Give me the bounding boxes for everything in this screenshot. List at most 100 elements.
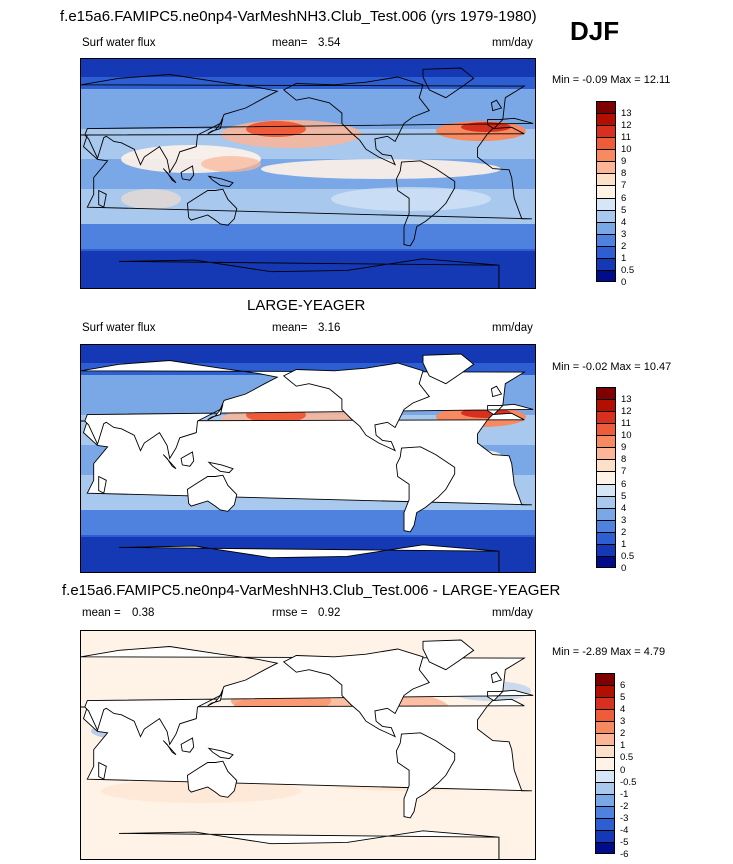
- colorbar-tick-label: 5: [621, 490, 627, 502]
- colorbar-swatch: [596, 423, 616, 436]
- colorbar-swatch: [596, 113, 616, 126]
- colorbar-tick-label: 13: [621, 108, 632, 120]
- coastline: [207, 118, 224, 135]
- coastline: [207, 747, 234, 760]
- colorbar-swatch: [596, 399, 616, 412]
- colorbar-swatch: [595, 829, 615, 842]
- colorbar-tick-label: 13: [621, 394, 632, 406]
- colorbar-swatch: [596, 161, 616, 174]
- colorbar-tick-label: -1: [620, 788, 629, 800]
- coastline: [207, 461, 234, 474]
- coastline: [282, 76, 431, 166]
- panel1-colorbar: 13 12 11 10 9 8 7 6 5 4 3 2 1 0.5 0: [596, 101, 656, 287]
- panel1-mean-value: 3.54: [318, 37, 341, 49]
- colorbar-tick-label: 7: [621, 180, 627, 192]
- colorbar-tick-label: 3: [621, 514, 627, 526]
- colorbar-swatch: [596, 269, 616, 282]
- colorbar-swatch: [596, 209, 616, 222]
- colorbar-tick-label: 10: [621, 430, 632, 442]
- colorbar-swatch: [596, 149, 616, 162]
- colorbar-tick-label: 2: [621, 526, 627, 538]
- panel1-units: mm/day: [492, 37, 533, 49]
- coastline: [186, 474, 238, 512]
- panel3-rmse-label: rmse =: [272, 607, 308, 619]
- panel2-colorbar: 13 12 11 10 9 8 7 6 5 4 3 2 1 0.5 0: [596, 387, 656, 573]
- colorbar-swatch: [596, 125, 616, 138]
- colorbar-swatch: [596, 233, 616, 246]
- panel2-mean-label: mean=: [272, 322, 308, 334]
- colorbar-tick-label: 1: [621, 538, 627, 550]
- colorbar-tick-label: 11: [621, 418, 631, 430]
- coastline: [186, 188, 238, 226]
- panel3-title: f.e15a6.FAMIPC5.ne0np4-VarMeshNH3.Club_T…: [62, 582, 561, 599]
- colorbar-tick-label: 4: [621, 502, 627, 514]
- coastline: [180, 737, 195, 753]
- coastline: [422, 639, 475, 671]
- panel3-units: mm/day: [492, 607, 533, 619]
- coastline: [395, 732, 456, 819]
- colorbar-swatch: [595, 841, 615, 854]
- colorbar-tick-label: -0.5: [620, 776, 637, 788]
- coastline: [81, 74, 534, 174]
- coastline: [186, 760, 238, 798]
- coastline: [118, 830, 500, 859]
- colorbar-tick-label: 12: [621, 120, 632, 132]
- panel2-units: mm/day: [492, 322, 533, 334]
- colorbar-swatch: [596, 531, 616, 544]
- colorbar-tick-label: 1: [620, 740, 626, 752]
- colorbar-tick-label: -4: [620, 824, 629, 836]
- coastline: [490, 671, 503, 684]
- colorbar-swatch: [596, 257, 616, 270]
- colorbar-swatch: [596, 101, 616, 114]
- colorbar-tick-label: -2: [620, 800, 629, 812]
- colorbar-swatch: [596, 221, 616, 234]
- colorbar-tick-label: 0: [621, 276, 627, 288]
- colorbar-tick-label: 0.5: [621, 264, 635, 276]
- coastline: [207, 690, 224, 707]
- panel3-mean-label: mean =: [82, 607, 121, 619]
- colorbar-swatch: [596, 543, 616, 556]
- page-title: f.e15a6.FAMIPC5.ne0np4-VarMeshNH3.Club_T…: [60, 8, 537, 25]
- colorbar-swatch: [595, 733, 615, 746]
- colorbar-tick-label: 2: [620, 728, 626, 740]
- coastline: [422, 353, 475, 385]
- coastline: [207, 175, 234, 188]
- panel2-map: [80, 344, 536, 573]
- colorbar-swatch: [596, 483, 616, 496]
- colorbar-tick-label: -3: [620, 812, 629, 824]
- colorbar-swatch: [595, 793, 615, 806]
- coastline: [180, 451, 195, 467]
- season-label: DJF: [570, 16, 620, 46]
- coastline: [395, 446, 456, 533]
- colorbar-tick-label: 4: [620, 704, 626, 716]
- colorbar-swatch: [595, 805, 615, 818]
- colorbar-swatch: [595, 817, 615, 830]
- colorbar-swatch: [596, 137, 616, 150]
- coastline: [422, 67, 475, 99]
- panel2-minmax: Min = -0.02 Max = 10.47: [552, 361, 672, 373]
- map-field: [81, 345, 535, 572]
- colorbar-swatch: [596, 387, 616, 400]
- colorbar-tick-label: 10: [621, 144, 632, 156]
- coastline: [207, 404, 224, 421]
- colorbar-tick-label: 6: [621, 478, 627, 490]
- colorbar-swatch: [595, 685, 615, 698]
- colorbar-swatch: [596, 447, 616, 460]
- map-field: [81, 631, 535, 859]
- colorbar-tick-label: 3: [620, 716, 626, 728]
- colorbar-swatch: [596, 411, 616, 424]
- colorbar-swatch: [596, 471, 616, 484]
- colorbar-tick-label: 12: [621, 406, 632, 418]
- map-field: [81, 59, 535, 288]
- colorbar-tick-label: 8: [621, 168, 627, 180]
- colorbar-tick-label: 0.5: [621, 550, 635, 562]
- colorbar-swatch: [595, 769, 615, 782]
- coastline: [162, 740, 177, 756]
- colorbar-tick-label: 5: [620, 692, 626, 704]
- coastline: [81, 126, 532, 220]
- colorbar-tick-label: 4: [621, 216, 627, 228]
- panel3-colorbar: 6 5 4 3 2 1 0.5 0 -0.5 -1 -2 -3 -4 -5 -6: [595, 673, 655, 859]
- coastline: [180, 165, 195, 181]
- coastline: [490, 99, 503, 112]
- colorbar-swatch: [596, 435, 616, 448]
